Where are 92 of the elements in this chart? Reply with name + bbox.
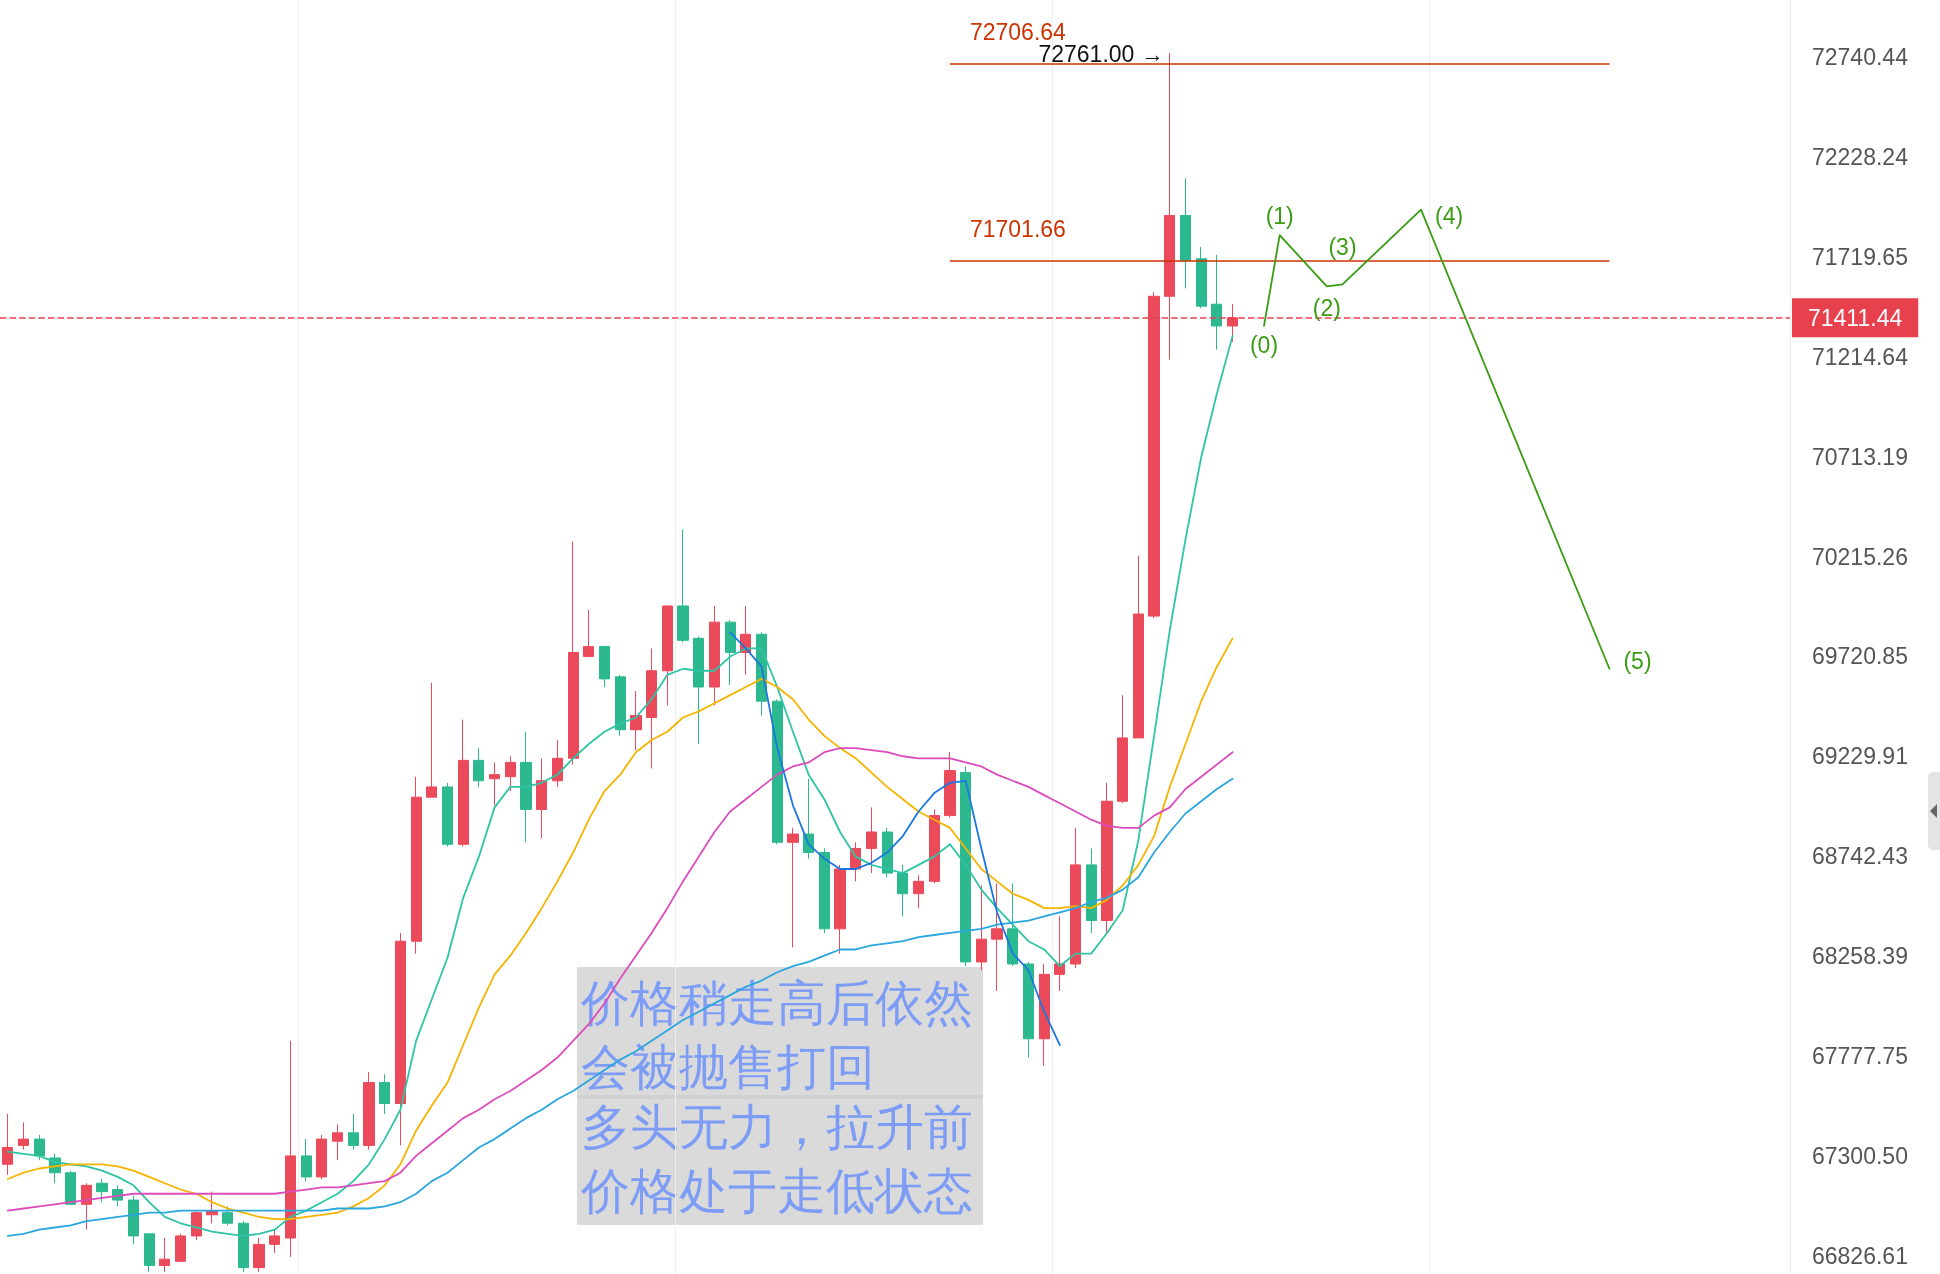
y-tick-label: 72740.44 xyxy=(1812,44,1909,71)
annotation: (3) xyxy=(1328,233,1357,260)
candlestick xyxy=(348,1113,359,1151)
annotation: (4) xyxy=(1435,202,1464,229)
candlestick xyxy=(159,1237,170,1273)
candlestick xyxy=(536,757,547,839)
candlestick xyxy=(976,884,987,971)
candlestick xyxy=(1117,694,1128,804)
candlestick xyxy=(725,619,736,686)
candlestick xyxy=(411,776,422,955)
candlestick xyxy=(128,1195,139,1245)
y-tick-label: 67300.50 xyxy=(1812,1142,1908,1169)
candlestick xyxy=(175,1233,186,1262)
candlestick xyxy=(897,864,908,917)
annotation: (0) xyxy=(1249,332,1279,359)
candlestick xyxy=(599,645,610,688)
candlestick xyxy=(81,1182,92,1231)
candlestick xyxy=(18,1121,29,1151)
candlestick xyxy=(505,755,516,792)
candlestick xyxy=(395,932,406,1146)
candlestick xyxy=(1039,963,1050,1067)
candlestick xyxy=(960,765,971,967)
candlestick xyxy=(991,882,1003,992)
candlestick xyxy=(1196,246,1207,309)
y-tick-label: 71719.65 xyxy=(1812,243,1908,270)
candlestick xyxy=(65,1170,76,1205)
candlestick xyxy=(1023,961,1034,1059)
candlestick xyxy=(1101,782,1113,934)
y-tick-label: 72228.24 xyxy=(1812,144,1909,170)
line-series xyxy=(729,631,1061,1046)
candlestick xyxy=(913,874,924,909)
candlestick xyxy=(96,1178,108,1203)
candlestick xyxy=(2,1113,13,1176)
candlestick xyxy=(882,827,893,878)
candlestick xyxy=(316,1134,327,1180)
candlestick xyxy=(929,808,940,884)
candlestick xyxy=(677,528,689,643)
candlestick xyxy=(866,806,877,874)
ref-line-label: 71701.66 xyxy=(969,215,1066,242)
candlestick xyxy=(944,751,956,819)
annotation: 多头无力，拉升前价格处于走低状态 xyxy=(580,1100,973,1218)
y-tick-label: 68742.43 xyxy=(1812,843,1908,870)
y-tick-label: 66826.61 xyxy=(1812,1242,1908,1269)
candlestick xyxy=(285,1040,296,1258)
candlestick xyxy=(819,847,830,934)
candlestick xyxy=(238,1220,249,1273)
candlestick xyxy=(332,1123,343,1161)
candlestick xyxy=(458,719,469,847)
y-tick-label: 68258.39 xyxy=(1812,943,1908,970)
y-tick-label: 67777.75 xyxy=(1812,1042,1908,1069)
candlestick xyxy=(709,605,720,706)
candlestick xyxy=(191,1210,202,1241)
line-series xyxy=(6,637,1234,1220)
candlestick xyxy=(34,1134,45,1161)
candlestick xyxy=(379,1073,390,1115)
candlestick xyxy=(630,690,642,751)
ref-line-label: 71411.44 xyxy=(1808,304,1903,331)
candlestick xyxy=(772,698,783,845)
candlestick xyxy=(442,782,453,847)
candlestick xyxy=(1180,177,1191,289)
candlestick xyxy=(222,1205,233,1226)
candlestick xyxy=(363,1071,375,1151)
y-tick-label: 69229.91 xyxy=(1812,743,1908,770)
y-tick-label: 70713.19 xyxy=(1812,443,1908,470)
candlestick xyxy=(473,747,484,788)
candlestick xyxy=(834,864,846,955)
candlestick xyxy=(615,674,626,737)
candlestick xyxy=(489,761,500,806)
candlestick xyxy=(662,605,673,706)
candlestick xyxy=(520,731,532,843)
candlestick xyxy=(693,635,704,745)
candlestick xyxy=(269,1229,280,1254)
candlestick xyxy=(646,647,657,770)
candlestick xyxy=(1211,254,1222,351)
annotation: (1) xyxy=(1265,202,1294,229)
candlestick xyxy=(144,1233,155,1273)
candlestick xyxy=(568,540,579,765)
candlestick xyxy=(253,1237,265,1273)
y-tick-label: 71214.64 xyxy=(1812,343,1909,370)
candlestick xyxy=(583,609,594,658)
candlestick xyxy=(1133,555,1144,739)
candlestick xyxy=(1054,915,1065,992)
candlestick xyxy=(301,1138,312,1182)
candlestick xyxy=(787,827,799,948)
annotation: (2) xyxy=(1312,294,1341,321)
candlestick xyxy=(426,682,437,798)
candlestick xyxy=(1070,827,1081,969)
y-tick-label: 70215.26 xyxy=(1812,543,1908,570)
y-tick-label: 69720.85 xyxy=(1812,643,1908,670)
line-series xyxy=(6,334,1234,1237)
candlestick xyxy=(1086,847,1097,934)
annotation: (5) xyxy=(1623,647,1652,674)
